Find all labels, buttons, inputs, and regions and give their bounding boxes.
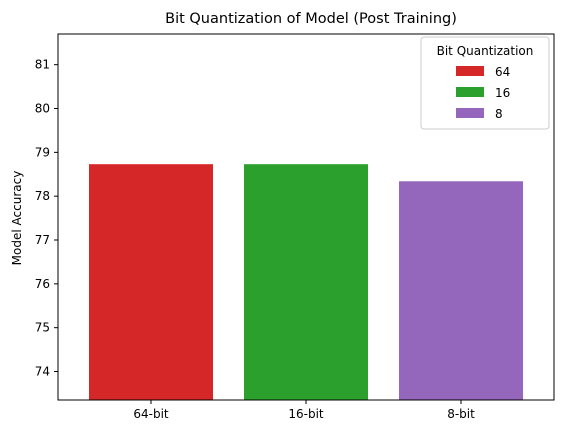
chart-title: Bit Quantization of Model (Post Training…	[165, 11, 457, 27]
legend-label-16: 16	[495, 86, 510, 100]
legend-title: Bit Quantization	[437, 44, 534, 58]
y-tick-label: 78	[35, 189, 50, 203]
y-tick-label: 79	[35, 145, 50, 159]
x-axis-ticks: 64-bit 16-bit 8-bit	[133, 400, 475, 421]
y-tick-label: 76	[35, 277, 50, 291]
legend-label-8: 8	[495, 107, 503, 121]
legend-swatch-8	[456, 108, 484, 118]
x-tick-label: 16-bit	[288, 407, 324, 421]
x-tick-label: 64-bit	[133, 407, 169, 421]
y-tick-label: 74	[35, 365, 50, 379]
legend-swatch-64	[456, 66, 484, 76]
y-axis-label: Model Accuracy	[10, 171, 24, 266]
legend-swatch-16	[456, 87, 484, 97]
y-tick-label: 81	[35, 58, 50, 72]
plot-frame	[57, 33, 555, 401]
y-axis-ticks: 74 75 76 77 78 79 80 81	[35, 58, 58, 379]
legend-entries: 64 16 8	[456, 65, 510, 121]
bar-16-bit	[244, 164, 368, 400]
bars-group	[89, 164, 523, 400]
legend-label-64: 64	[495, 65, 510, 79]
legend: Bit Quantization 64 16 8	[420, 36, 550, 130]
y-tick-label: 75	[35, 321, 50, 335]
y-tick-label: 77	[35, 233, 50, 247]
legend-box	[420, 36, 550, 130]
bar-64-bit	[89, 164, 213, 400]
x-tick-label: 8-bit	[447, 407, 475, 421]
bar-8-bit	[399, 181, 523, 400]
y-tick-label: 80	[35, 102, 50, 116]
